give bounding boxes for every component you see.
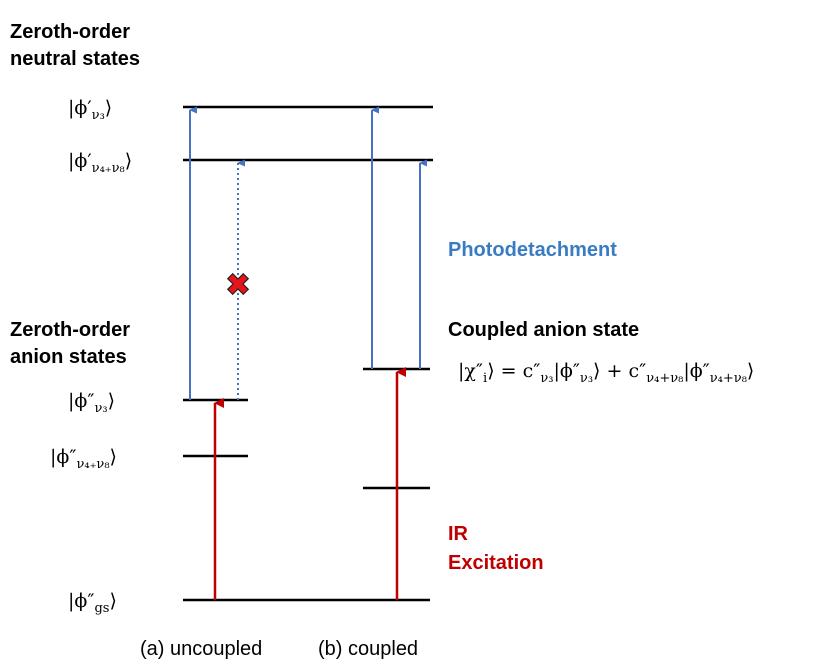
heading: Zeroth-order — [10, 21, 130, 43]
math-text: |ϕ″ — [50, 446, 76, 468]
label: Photodetachment — [448, 239, 617, 261]
subscript: ν₄+ν₈ — [646, 371, 683, 386]
math-text: |ϕ″ — [553, 360, 579, 382]
math-text: ⟩ — [747, 360, 754, 382]
level-label: |ϕ′ν₃⟩ — [68, 97, 112, 123]
math-text: ⟩ — [105, 97, 112, 119]
heading: anion states — [10, 346, 127, 368]
forbidden-mark — [226, 272, 250, 296]
math-text: |χ″ — [458, 360, 483, 382]
subscript: ν₃ — [94, 401, 107, 416]
math-text: ⟩ — [125, 150, 132, 172]
panel-label: (a) uncoupled — [140, 638, 262, 660]
level-label: |ϕ′ν₄₊ν₈⟩ — [68, 150, 132, 176]
level-label: |ϕ″ν₄₊ν₈⟩ — [50, 446, 117, 472]
arrows — [189, 110, 420, 600]
subscript: ν₃ — [92, 108, 105, 123]
levels — [183, 105, 433, 602]
equation: |χ″i⟩ = c″ν₃|ϕ″ν₃⟩ + c″ν₄+ν₈|ϕ″ν₄+ν₈⟩ — [458, 360, 754, 386]
math-text: ⟩ + c″ — [593, 360, 646, 382]
subscript: ν₄₊ν₈ — [92, 161, 125, 176]
math-text: |ϕ′ — [68, 97, 92, 119]
subscript: ν₃ — [540, 371, 553, 386]
math-text: ⟩ = c″ — [487, 360, 540, 382]
heading: neutral states — [10, 48, 140, 70]
math-text: |ϕ″ — [68, 390, 94, 412]
math-text: ⟩ — [108, 390, 115, 412]
math-text: ⟩ — [110, 446, 117, 468]
subscript: ν₄₊ν₈ — [76, 457, 109, 472]
label: IR — [448, 523, 469, 545]
subscript: ν₄+ν₈ — [710, 371, 747, 386]
label: Coupled anion state — [448, 319, 639, 341]
level-label: |ϕ″gs⟩ — [68, 590, 117, 616]
label: Excitation — [448, 552, 544, 574]
math-text: |ϕ″ — [68, 590, 94, 612]
subscript: ν₃ — [580, 371, 593, 386]
heading: Zeroth-order — [10, 319, 130, 341]
panel-label: (b) coupled — [318, 638, 418, 660]
subscript: gs — [94, 601, 109, 616]
subscript: i — [483, 371, 487, 386]
level-label: |ϕ″ν₃⟩ — [68, 390, 115, 416]
math-text: |ϕ′ — [68, 150, 92, 172]
math-text: ⟩ — [109, 590, 116, 612]
math-text: |ϕ″ — [683, 360, 709, 382]
